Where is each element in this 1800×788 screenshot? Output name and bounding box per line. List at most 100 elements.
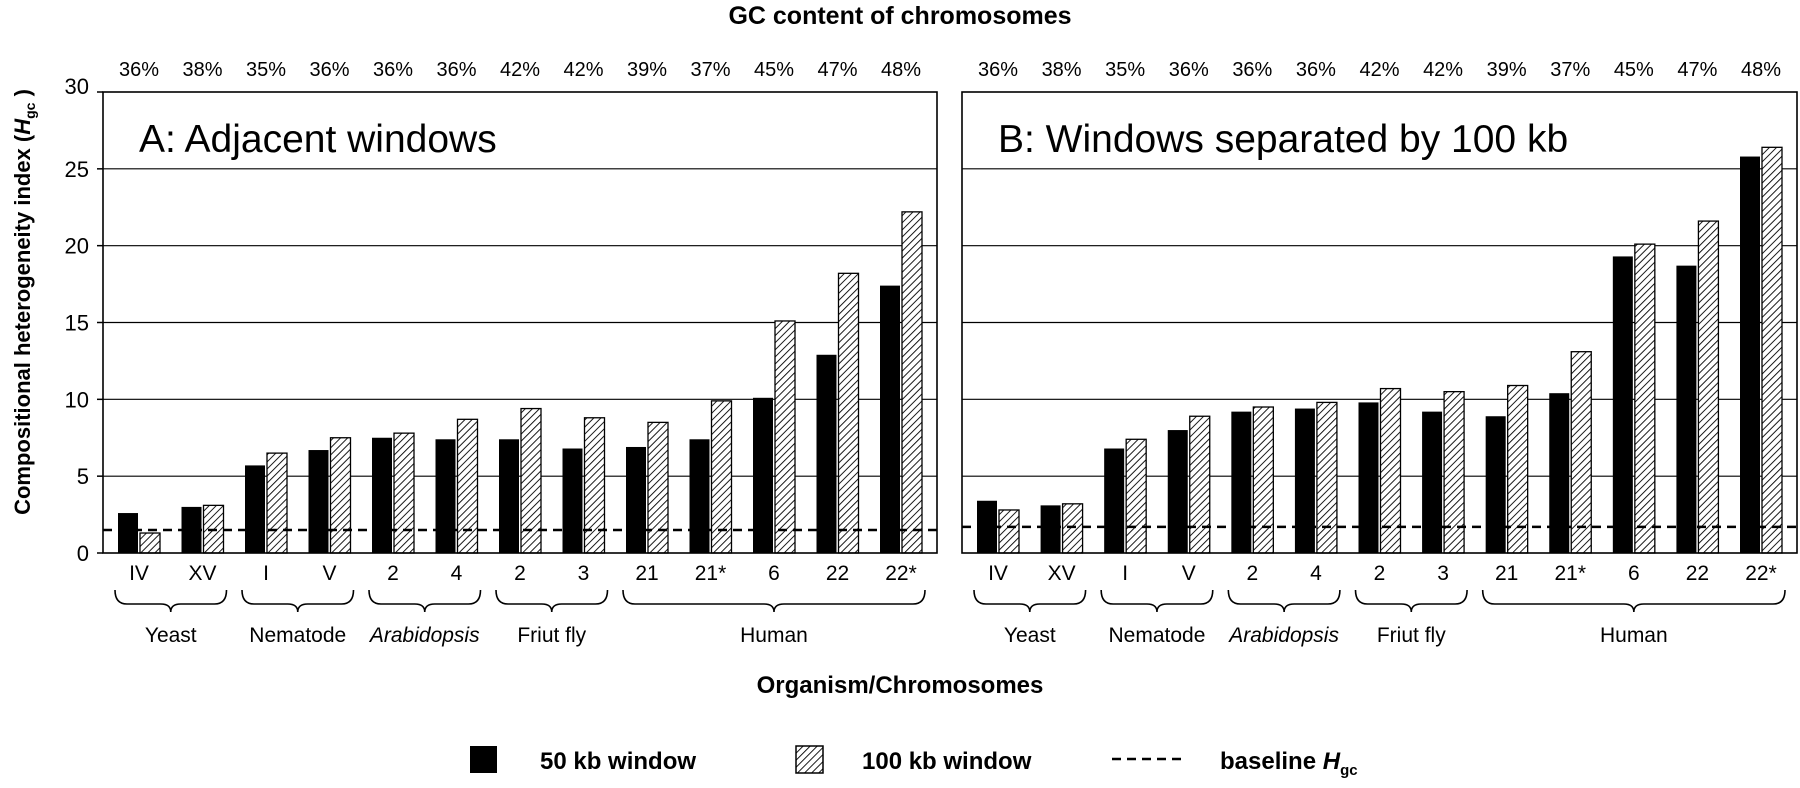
bar-b-100kb-1	[1061, 503, 1084, 554]
gc-label-b-11: 47%	[1677, 59, 1717, 81]
bar-b-50kb-9	[1549, 393, 1570, 553]
gc-label-a-2: 35%	[246, 59, 286, 81]
bar-a-100kb-11	[837, 272, 860, 554]
gc-label-b-2: 35%	[1105, 59, 1145, 81]
bar-a-50kb-6	[499, 439, 519, 553]
bar-a-50kb-0	[118, 513, 138, 553]
bar-b-50kb-11	[1676, 265, 1697, 553]
bar-b-50kb-4	[1231, 411, 1252, 553]
ytick-label-a-15: 15	[65, 311, 89, 336]
bar-a-100kb-12	[901, 211, 923, 554]
gc-content-title: GC content of chromosomes	[728, 2, 1071, 30]
bar-a-50kb-10	[753, 397, 773, 553]
category-label-b-11: 22	[1686, 562, 1709, 585]
category-label-a-9: 21*	[695, 562, 727, 585]
category-label-a-5: 4	[451, 562, 463, 585]
bar-b-100kb-7	[1443, 390, 1465, 554]
bar-a-50kb-11	[816, 354, 837, 553]
gc-label-b-0: 36%	[978, 59, 1018, 81]
ytick-label-a-0: 0	[77, 541, 89, 566]
bar-b-100kb-5	[1316, 401, 1338, 554]
bar-a-50kb-1	[181, 506, 202, 553]
bar-a-100kb-8	[647, 421, 669, 554]
group-label-a-1: Nematode	[249, 624, 346, 647]
category-label-b-12: 22*	[1745, 562, 1777, 585]
category-label-b-7: 3	[1437, 562, 1449, 585]
category-label-a-2: I	[263, 562, 269, 585]
bar-a-50kb-2	[245, 465, 265, 553]
category-label-a-11: 22	[826, 562, 849, 585]
y-axis-label: Compositional heterogeneity index (Hgc )	[10, 89, 38, 515]
gc-label-a-1: 38%	[182, 59, 222, 81]
group-label-b-1: Nematode	[1109, 624, 1206, 647]
category-label-b-0: IV	[988, 562, 1008, 585]
bar-a-100kb-6	[520, 407, 542, 554]
category-label-b-9: 21*	[1554, 562, 1586, 585]
group-label-a-2: Arabidopsis	[368, 624, 480, 647]
gc-label-b-12: 48%	[1741, 59, 1781, 81]
panel-title-a: A: Adjacent windows	[139, 118, 497, 161]
group-label-b-4: Human	[1600, 624, 1668, 647]
gc-label-a-7: 42%	[563, 59, 603, 81]
bar-a-50kb-7	[562, 448, 583, 553]
plot-frame-b	[961, 91, 1798, 554]
gc-label-a-3: 36%	[309, 59, 349, 81]
group-brace-a-1	[241, 589, 355, 613]
x-axis-title: Organism/Chromosomes	[757, 672, 1044, 699]
bar-a-100kb-10	[774, 320, 796, 554]
bar-b-100kb-12	[1761, 146, 1783, 554]
ytick-label-a-25: 25	[65, 157, 89, 182]
bar-b-50kb-7	[1422, 411, 1443, 553]
group-brace-a-3	[495, 589, 609, 613]
legend-swatch-50kb	[470, 746, 497, 773]
category-label-a-8: 21	[635, 562, 658, 585]
gc-label-a-9: 37%	[690, 59, 730, 81]
bar-b-50kb-1	[1040, 505, 1061, 553]
legend-swatch-100kb	[795, 745, 824, 774]
gc-label-a-8: 39%	[627, 59, 667, 81]
panel-a: 0 5 10 15 20 25 30 A: Adjacent windows 36% 38% 35%…	[65, 59, 938, 647]
category-label-a-7: 3	[578, 562, 590, 585]
category-label-a-1: XV	[188, 562, 216, 585]
gc-label-a-0: 36%	[119, 59, 159, 81]
bar-b-50kb-12	[1740, 156, 1760, 554]
panel-b: B: Windows separated by 100 kb 36% 38% 35% 3…	[961, 59, 1798, 647]
category-label-b-10: 6	[1628, 562, 1640, 585]
bar-b-100kb-4	[1252, 406, 1274, 554]
bar-a-50kb-12	[880, 285, 900, 553]
category-label-b-1: XV	[1048, 562, 1076, 585]
group-label-b-2: Arabidopsis	[1227, 624, 1339, 647]
bar-a-50kb-9	[689, 439, 710, 553]
bar-b-100kb-2	[1125, 438, 1147, 554]
group-brace-b-3	[1354, 589, 1468, 613]
group-brace-a-0	[114, 589, 228, 613]
gc-label-b-9: 37%	[1550, 59, 1590, 81]
gc-label-a-11: 47%	[817, 59, 857, 81]
bar-b-100kb-3	[1189, 415, 1211, 554]
group-label-b-0: Yeast	[1004, 624, 1056, 647]
category-label-b-5: 4	[1310, 562, 1322, 585]
gc-label-a-5: 36%	[436, 59, 476, 81]
bar-b-50kb-0	[977, 500, 997, 553]
legend-label-100kb: 100 kb window	[862, 748, 1032, 775]
legend: 50 kb window 100 kb window baseline Hgc	[470, 745, 1358, 779]
gc-label-b-6: 42%	[1359, 59, 1399, 81]
ytick-label-a-5: 5	[77, 464, 89, 489]
legend-baseline-sub: gc	[1340, 762, 1358, 779]
y-axis-label-sub: gc	[22, 102, 38, 119]
gc-label-a-6: 42%	[500, 59, 540, 81]
y-axis-label-italic: H	[10, 118, 35, 135]
bar-b-50kb-10	[1612, 256, 1633, 553]
group-brace-a-2	[368, 589, 482, 613]
group-brace-b-2	[1227, 589, 1341, 613]
legend-label-baseline: baseline Hgc	[1220, 748, 1358, 779]
y-axis-label-end: )	[10, 89, 35, 102]
bar-a-100kb-5	[456, 418, 479, 554]
bar-b-100kb-0	[998, 509, 1020, 554]
category-label-b-4: 2	[1246, 562, 1258, 585]
bar-b-100kb-11	[1697, 220, 1720, 554]
category-label-a-4: 2	[387, 562, 399, 585]
category-label-a-0: IV	[129, 562, 149, 585]
bar-a-100kb-2	[266, 452, 288, 554]
